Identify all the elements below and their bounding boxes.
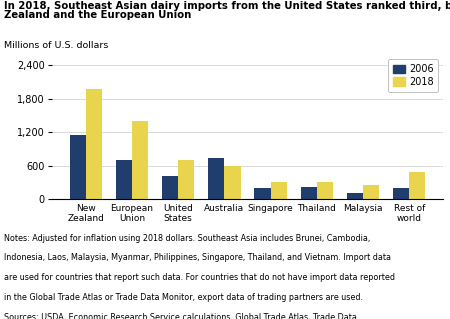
Text: In 2018, Southeast Asian dairy imports from the United States ranked third, behi: In 2018, Southeast Asian dairy imports f… xyxy=(4,1,450,11)
Text: Sources: USDA, Economic Research Service calculations, Global Trade Atlas, Trade: Sources: USDA, Economic Research Service… xyxy=(4,313,357,319)
Text: are used for countries that report such data. For countries that do not have imp: are used for countries that report such … xyxy=(4,273,396,282)
Bar xyxy=(116,160,132,199)
Text: Indonesia, Laos, Malaysia, Myanmar, Philippines, Singapore, Thailand, and Vietna: Indonesia, Laos, Malaysia, Myanmar, Phil… xyxy=(4,253,392,262)
Bar xyxy=(70,135,86,199)
Legend: 2006, 2018: 2006, 2018 xyxy=(388,59,438,92)
Text: Notes: Adjusted for inflation using 2018 dollars. Southeast Asia includes Brunei: Notes: Adjusted for inflation using 2018… xyxy=(4,234,371,242)
Bar xyxy=(86,89,102,199)
Bar xyxy=(178,160,194,199)
Bar xyxy=(254,189,270,199)
Bar xyxy=(393,189,410,199)
Bar xyxy=(270,182,287,199)
Bar xyxy=(225,167,241,199)
Bar xyxy=(363,185,379,199)
Text: in the Global Trade Atlas or Trade Data Monitor, export data of trading partners: in the Global Trade Atlas or Trade Data … xyxy=(4,293,364,302)
Bar xyxy=(301,187,317,199)
Bar xyxy=(132,121,148,199)
Bar xyxy=(208,158,225,199)
Bar xyxy=(410,172,425,199)
Text: Zealand and the European Union: Zealand and the European Union xyxy=(4,10,192,20)
Bar xyxy=(317,182,333,199)
Bar xyxy=(347,193,363,199)
Bar xyxy=(162,176,178,199)
Text: Millions of U.S. dollars: Millions of U.S. dollars xyxy=(4,41,109,50)
